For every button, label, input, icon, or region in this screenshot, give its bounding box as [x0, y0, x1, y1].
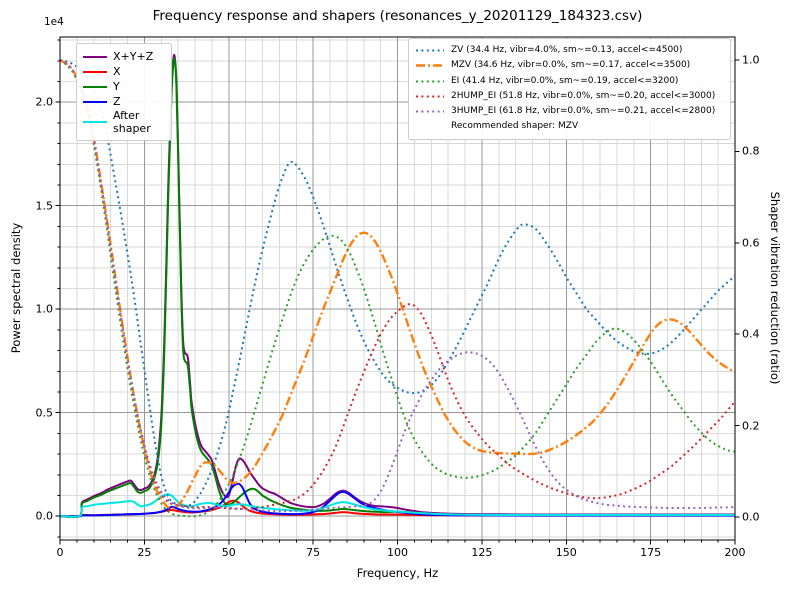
- x-tick-label-200: 200: [724, 546, 746, 559]
- chart-title: Frequency response and shapers (resonanc…: [152, 8, 643, 24]
- y-right-tick-label-0.8: 0.8: [742, 144, 760, 158]
- legend-line-sample-hump2: [416, 95, 444, 98]
- legend-item-hump3: 3HUMP_EI (61.8 Hz, vibr=0.0%, sm~=0.21, …: [415, 104, 724, 119]
- legend-label: ZV (34.4 Hz, vibr=4.0%, sm~=0.13, accel<…: [451, 45, 683, 55]
- legend-line-sample-mzv: [416, 64, 444, 68]
- y-right-tick-label-0.4: 0.4: [742, 327, 760, 341]
- x-tick-label-0: 0: [56, 546, 64, 559]
- legend-line-sample-x: [83, 70, 107, 73]
- x-tick-label-175: 175: [640, 546, 662, 559]
- series-xyz-curve: [60, 53, 735, 519]
- legend-item-hump2: 2HUMP_EI (51.8 Hz, vibr=0.0%, sm~=0.20, …: [415, 89, 724, 104]
- series-mzv-curve: [60, 58, 735, 510]
- series-after-curve: [60, 493, 735, 518]
- legend-label: 2HUMP_EI (51.8 Hz, vibr=0.0%, sm~=0.20, …: [451, 90, 716, 101]
- legend-line-sample-y: [83, 85, 107, 88]
- x-tick-label-150: 150: [555, 546, 577, 559]
- legend-line-sample-after: [83, 121, 107, 123]
- recommended-shaper-text: Recommended shaper: MZV: [451, 121, 579, 132]
- y-axis-label-right: Shaper vibration reduction (ratio): [768, 191, 782, 385]
- legend-line-sample-z: [83, 100, 107, 103]
- legend-item-zv: ZV (34.4 Hz, vibr=4.0%, sm~=0.13, accel<…: [415, 43, 724, 58]
- legend-label: Y: [113, 80, 120, 93]
- legend-line-sample-zv: [416, 49, 444, 52]
- series-hump3-curve: [60, 59, 735, 513]
- y-right-tick-label-1.0: 1.0: [742, 53, 760, 67]
- x-tick-label-25: 25: [137, 546, 152, 559]
- y-axis-offset-text: 1e4: [44, 16, 64, 28]
- y-right-tick-label-0.2: 0.2: [742, 419, 760, 433]
- y-right-tick-label-0.6: 0.6: [742, 236, 760, 250]
- legend-item-mzv: MZV (34.6 Hz, vibr=0.0%, sm~=0.17, accel…: [415, 58, 724, 73]
- x-tick-label-125: 125: [471, 546, 493, 559]
- y-left-tick-label-2.0: 2.0: [35, 95, 54, 109]
- y-left-tick-label-1.0: 1.0: [35, 302, 54, 316]
- x-axis-label: Frequency, Hz: [356, 566, 439, 580]
- y-left-tick-label-0.5: 0.5: [35, 406, 54, 420]
- series-ei-curve: [60, 59, 735, 518]
- x-tick-label-100: 100: [387, 546, 408, 559]
- legend-label: X: [113, 65, 121, 78]
- x-tick-label-50: 50: [221, 546, 236, 559]
- legend-label: X+Y+Z: [113, 50, 154, 63]
- x-tick-label-75: 75: [306, 546, 321, 559]
- legend-label: After shaper: [113, 109, 151, 135]
- y-right-tick-label-0.0: 0.0: [742, 510, 760, 524]
- y-axis-label-left: Power spectral density: [9, 222, 23, 354]
- legend-shapers: ZV (34.4 Hz, vibr=4.0%, sm~=0.13, accel<…: [408, 38, 731, 140]
- legend-item-xyz: X+Y+Z: [83, 49, 165, 64]
- legend-item-y: Y: [83, 79, 165, 94]
- legend-line-sample-xyz: [83, 55, 107, 58]
- legend-label: 3HUMP_EI (61.8 Hz, vibr=0.0%, sm~=0.21, …: [451, 106, 716, 117]
- legend-item-x: X: [83, 64, 165, 79]
- y-left-tick-label-0.0: 0.0: [35, 509, 54, 523]
- legend-psd: X+Y+Z X Y Z After shaper: [76, 43, 172, 141]
- legend-label: Z: [113, 95, 121, 108]
- legend-line-sample-hump3: [416, 110, 444, 113]
- legend-item-z: Z: [83, 94, 165, 109]
- legend-line-sample-ei: [416, 80, 444, 83]
- y-left-tick-label-1.5: 1.5: [35, 199, 54, 213]
- legend-item-ei: EI (41.4 Hz, vibr=0.0%, sm~=0.19, accel<…: [415, 74, 724, 89]
- legend-item-after: After shaper: [83, 109, 165, 135]
- legend-label: MZV (34.6 Hz, vibr=0.0%, sm~=0.17, accel…: [451, 60, 691, 71]
- legend-label: EI (41.4 Hz, vibr=0.0%, sm~=0.19, accel<…: [451, 75, 679, 86]
